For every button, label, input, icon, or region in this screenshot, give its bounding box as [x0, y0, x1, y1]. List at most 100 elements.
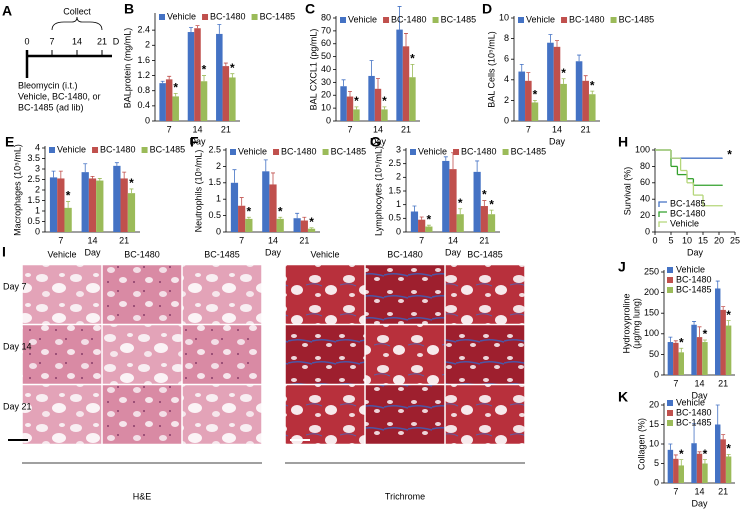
y-tick-label: 0: [326, 115, 331, 125]
legend-label: BC-1485: [511, 146, 547, 156]
y-tick-label: 2: [504, 95, 509, 105]
y-tick-label: 1.5: [27, 195, 40, 205]
treatment-text: Bleomycin (i.t.): [18, 80, 78, 90]
bar: [409, 77, 416, 121]
significance-star: *: [354, 94, 359, 108]
error-bar: [451, 152, 455, 170]
error-bar: [482, 200, 487, 207]
x-tick-label: 7: [419, 235, 424, 245]
y-axis-label: BALprotein (mg/mL): [122, 28, 132, 109]
error-bar: [726, 454, 731, 457]
bar: [715, 424, 721, 483]
legend-swatch: [667, 420, 673, 426]
bar: [582, 80, 589, 121]
legend-label: BC-1480: [670, 208, 706, 218]
legend-swatch: [410, 149, 416, 155]
row-label: Day 21: [3, 401, 32, 411]
bar: [300, 220, 308, 232]
legend-swatch: [49, 147, 55, 153]
bar: [696, 337, 703, 375]
error-bar: [590, 90, 595, 95]
bar: [172, 96, 179, 121]
significance-star: *: [129, 176, 134, 190]
significance-star: *: [533, 88, 538, 102]
legend-label: Vehicle: [57, 144, 86, 154]
significance-star: *: [679, 447, 684, 461]
bar: [216, 33, 223, 121]
legend-label: Vehicle: [348, 14, 377, 24]
significance-star: *: [278, 204, 283, 218]
error-bar: [246, 216, 251, 219]
error-bar: [58, 170, 63, 179]
x-tick-label: 21: [581, 124, 591, 134]
x-tick-label: 25: [730, 235, 740, 245]
legend-swatch: [667, 400, 673, 406]
y-tick-label: 1.6: [137, 55, 150, 65]
error-bar: [129, 188, 134, 194]
x-tick-label: 21: [718, 486, 728, 496]
row-label: Day 7: [3, 281, 27, 291]
error-bar: [263, 159, 268, 172]
legend-label: BC-1480: [100, 144, 136, 154]
error-bar: [443, 156, 448, 161]
bar: [229, 77, 236, 121]
y-tick-label: 0.8: [137, 85, 150, 95]
y-tick-label: 10: [321, 103, 331, 113]
bar: [667, 449, 674, 483]
bar: [127, 193, 136, 232]
x-tick-label: 14: [373, 124, 383, 134]
y-tick-label: 80: [321, 12, 331, 22]
y-tick-label: 0: [654, 369, 659, 379]
bar: [346, 96, 354, 121]
error-bar: [668, 336, 673, 343]
significance-star: *: [727, 147, 732, 161]
y-tick-label: 0.5: [27, 216, 40, 226]
y-tick-label: 2.5: [388, 158, 401, 168]
bar: [238, 205, 246, 232]
y-tick-label: 200: [644, 287, 659, 297]
y-tick-label: 70: [321, 25, 331, 35]
legend-swatch: [667, 277, 673, 283]
error-bar: [702, 459, 707, 464]
panel-letter: E: [5, 134, 14, 150]
stain-label: Trichrome: [385, 491, 425, 501]
column-label: BC-1485: [204, 249, 240, 259]
y-tick-label: 2.4: [137, 25, 150, 35]
y-tick-label: 2.5: [208, 144, 221, 154]
bar: [480, 206, 488, 232]
timeline-tick-label: 7: [49, 36, 54, 46]
bar: [187, 32, 195, 121]
y-tick-label: 100: [635, 144, 650, 154]
bar: [667, 342, 674, 375]
significance-star: *: [590, 78, 595, 92]
error-bar: [114, 162, 119, 166]
y-tick-label: 10: [649, 438, 659, 448]
significance-star: *: [679, 335, 684, 349]
error-bar: [673, 340, 678, 343]
column-label: BC-1480: [124, 249, 160, 259]
y-tick-label: 1: [216, 194, 221, 204]
row-label: Day 14: [3, 341, 32, 351]
legend-label: Vehicle: [526, 14, 555, 24]
legend-label: BC-1485: [441, 14, 477, 24]
y-axis-label: Neutrophils (10⁵/mL): [193, 150, 203, 233]
legend-swatch: [92, 147, 99, 153]
legend-swatch: [658, 211, 667, 217]
timeline-unit: D: [113, 36, 120, 46]
x-axis-label: Day: [445, 247, 462, 257]
legend-swatch: [141, 147, 148, 153]
bar: [200, 81, 208, 121]
legend-swatch: [273, 149, 280, 155]
histology-image: [182, 324, 262, 385]
x-tick-label: 5: [668, 235, 673, 245]
error-bar: [489, 209, 494, 215]
histology-image: [365, 264, 445, 325]
y-tick-label: 10: [499, 12, 509, 22]
y-tick-label: 2: [35, 184, 40, 194]
error-bar: [397, 6, 402, 30]
error-bar: [668, 443, 673, 450]
error-bar: [519, 63, 524, 72]
legend-swatch: [340, 17, 346, 23]
significance-star: *: [410, 52, 415, 66]
histology-image: [182, 384, 262, 445]
